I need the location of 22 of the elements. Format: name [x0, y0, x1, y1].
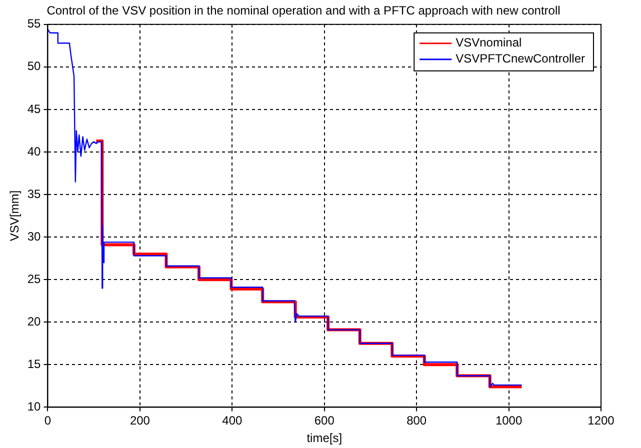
chart-title: Control of the VSV position in the nominal operation and with a PFTC approach with new controll — [46, 4, 560, 18]
y-tick-label: 35 — [27, 186, 42, 201]
x-tick-label: 600 — [314, 414, 335, 428]
y-tick-label: 50 — [27, 59, 42, 74]
y-axis-title: VSV[mm] — [8, 190, 22, 242]
legend-label: VSVPFTCnewController — [456, 52, 586, 66]
y-tick-label: 25 — [27, 272, 42, 286]
y-tick-label: 40 — [27, 144, 42, 158]
x-tick-label: 1000 — [495, 414, 522, 428]
x-tick-label: 400 — [222, 414, 242, 428]
legend-label: VSVnominal — [456, 36, 522, 50]
y-tick-label: 30 — [27, 229, 42, 244]
y-tick-label: 55 — [27, 16, 42, 31]
y-tick-label: 10 — [27, 400, 42, 414]
x-tick-label: 1200 — [588, 414, 615, 428]
x-tick-label: 800 — [406, 414, 427, 428]
x-axis-title: time[s] — [306, 431, 342, 446]
y-tick-label: 20 — [27, 314, 42, 328]
y-tick-label: 15 — [27, 356, 42, 371]
x-tick-label: 0 — [44, 414, 52, 428]
y-tick-label: 45 — [27, 102, 42, 116]
x-tick-label: 200 — [130, 414, 150, 428]
